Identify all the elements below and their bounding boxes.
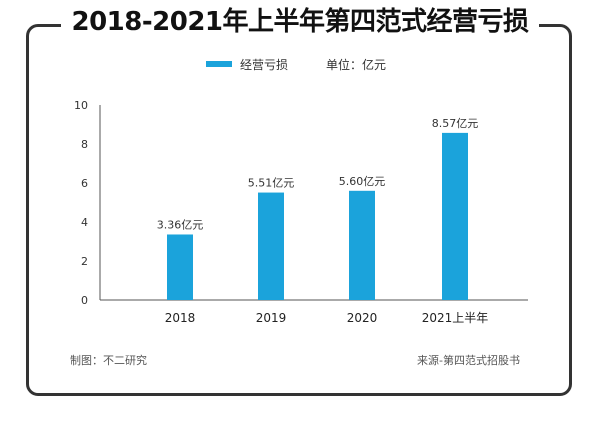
x-tick-label: 2020 (347, 311, 378, 325)
bar (349, 190, 375, 300)
plot-area: 0 2 4 6 8 10 3.36亿元 2018 5.51亿元 2019 5.60亿元 2020 8.5… (74, 99, 528, 325)
title-area: 2018-2021年上半年第四范式经营亏损 (0, 5, 600, 39)
x-tick-label: 2019 (256, 311, 287, 325)
x-tick-label: 2021上半年 (422, 311, 489, 325)
data-label: 8.57亿元 (432, 117, 479, 130)
credit-text: 制图：不二研究 (70, 354, 147, 367)
y-tick-label: 10 (74, 99, 88, 112)
unit-label: 单位：亿元 (326, 57, 387, 72)
y-tick-label: 0 (81, 294, 88, 307)
source-text: 来源-第四范式招股书 (417, 354, 520, 367)
y-tick-label: 4 (81, 216, 88, 229)
data-label: 5.60亿元 (339, 175, 386, 188)
legend: 经营亏损 单位：亿元 (206, 56, 386, 72)
y-tick-label: 6 (81, 177, 88, 190)
chart-title: 2018-2021年上半年第四范式经营亏损 (61, 5, 539, 39)
bar (442, 132, 468, 300)
bar (258, 192, 284, 300)
y-tick-label: 2 (81, 255, 88, 268)
data-label: 3.36亿元 (157, 218, 204, 231)
x-tick-label: 2018 (165, 311, 196, 325)
bar (167, 234, 193, 300)
y-tick-label: 8 (81, 138, 88, 151)
data-label: 5.51亿元 (248, 177, 295, 190)
legend-series-label: 经营亏损 (240, 57, 289, 72)
legend-swatch (206, 61, 232, 67)
